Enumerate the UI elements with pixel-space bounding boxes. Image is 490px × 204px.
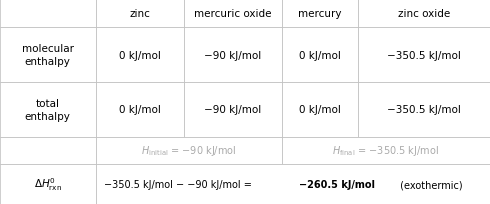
Bar: [96, 83, 184, 137]
Text: 0 kJ/mol: 0 kJ/mol: [299, 50, 341, 60]
Text: mercuric oxide: mercuric oxide: [194, 9, 271, 19]
Bar: [282, 0, 358, 28]
Bar: [96, 28, 184, 83]
Text: zinc: zinc: [129, 9, 150, 19]
Bar: [0, 137, 96, 164]
Bar: [0, 164, 96, 204]
Text: 0 kJ/mol: 0 kJ/mol: [299, 105, 341, 115]
Text: mercury: mercury: [298, 9, 342, 19]
Text: 0 kJ/mol: 0 kJ/mol: [119, 105, 161, 115]
Text: $H_\mathrm{final}$ = −350.5 kJ/mol: $H_\mathrm{final}$ = −350.5 kJ/mol: [332, 144, 440, 158]
Bar: [96, 0, 184, 28]
Bar: [282, 83, 358, 137]
Bar: [0, 28, 96, 83]
Text: zinc oxide: zinc oxide: [398, 9, 450, 19]
Text: $H_\mathrm{initial}$ = −90 kJ/mol: $H_\mathrm{initial}$ = −90 kJ/mol: [141, 144, 236, 158]
Bar: [358, 0, 490, 28]
Bar: [0, 0, 96, 28]
Bar: [0, 83, 96, 137]
Text: 0 kJ/mol: 0 kJ/mol: [119, 50, 161, 60]
Text: total
enthalpy: total enthalpy: [25, 98, 71, 122]
Text: molecular
enthalpy: molecular enthalpy: [22, 44, 74, 67]
Bar: [96, 164, 490, 204]
Bar: [184, 83, 282, 137]
Text: −90 kJ/mol: −90 kJ/mol: [204, 105, 261, 115]
Text: −260.5 kJ/mol: −260.5 kJ/mol: [299, 179, 375, 189]
Bar: [282, 137, 490, 164]
Text: $\Delta H^0_\mathrm{rxn}$: $\Delta H^0_\mathrm{rxn}$: [34, 176, 62, 192]
Bar: [184, 28, 282, 83]
Bar: [96, 137, 282, 164]
Text: −350.5 kJ/mol: −350.5 kJ/mol: [387, 50, 461, 60]
Text: −90 kJ/mol: −90 kJ/mol: [204, 50, 261, 60]
Text: −350.5 kJ/mol: −350.5 kJ/mol: [387, 105, 461, 115]
Text: (exothermic): (exothermic): [397, 179, 463, 189]
Bar: [282, 28, 358, 83]
Bar: [358, 83, 490, 137]
Bar: [184, 0, 282, 28]
Bar: [358, 28, 490, 83]
Text: −350.5 kJ/mol − −90 kJ/mol =: −350.5 kJ/mol − −90 kJ/mol =: [104, 179, 255, 189]
